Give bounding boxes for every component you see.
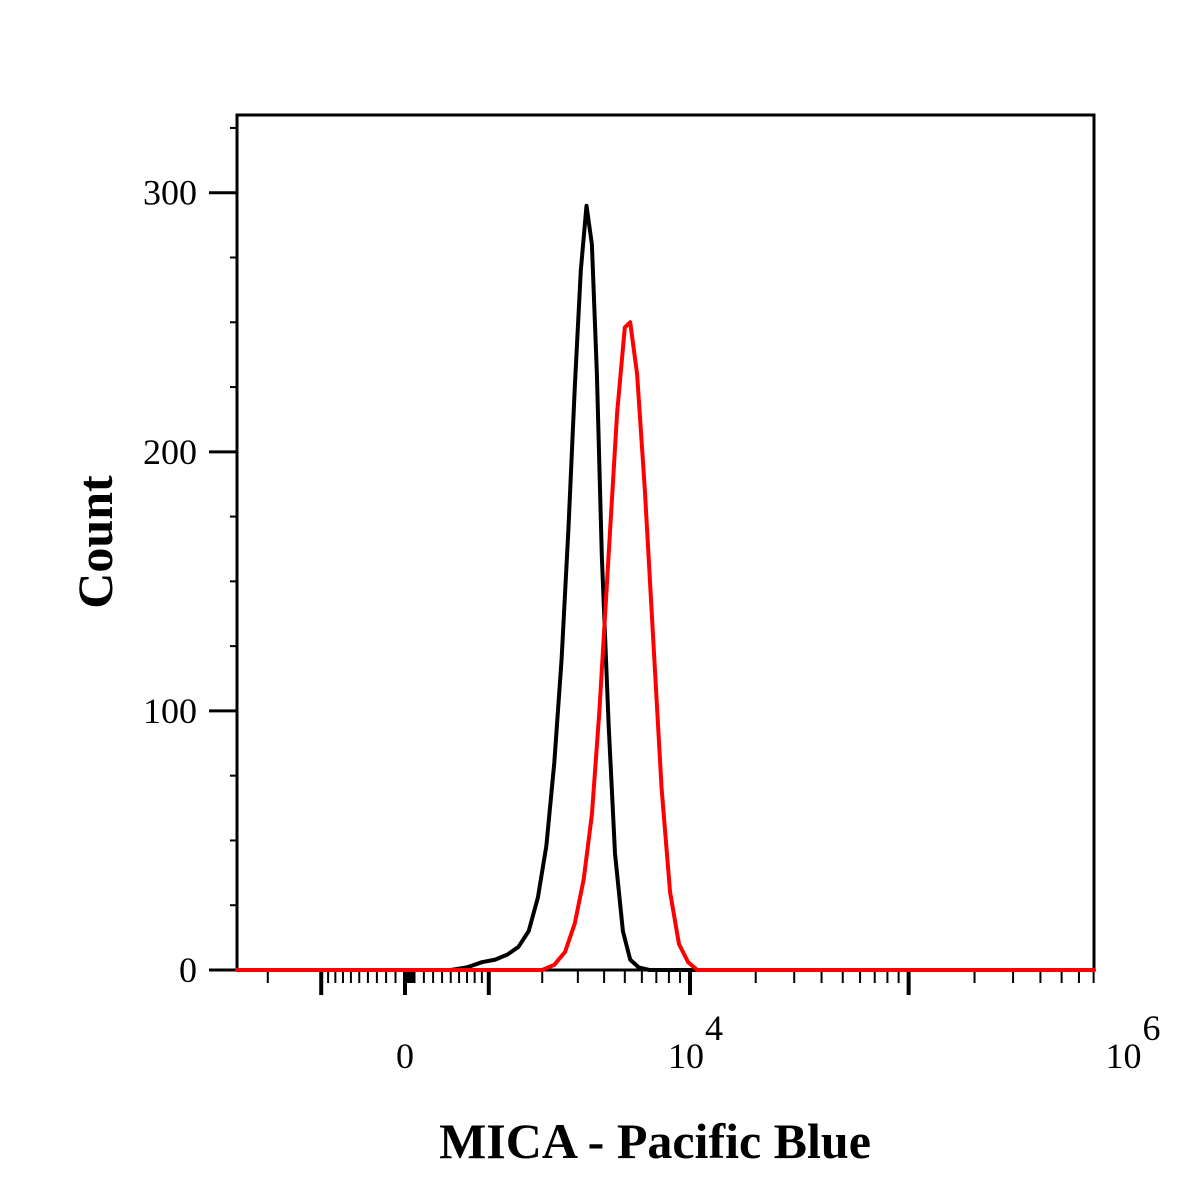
x-tick-exponent: 4	[705, 1008, 723, 1048]
y-axis-title: Count	[67, 475, 123, 609]
x-tick-label: 0	[396, 1036, 414, 1076]
x-tick-label: 10	[1106, 1036, 1142, 1076]
x-major-ticks	[319, 970, 911, 995]
x-tick-label: 10	[668, 1036, 704, 1076]
y-major-ticks	[209, 191, 237, 972]
y-tick-label: 0	[179, 950, 197, 990]
series-layer	[235, 203, 1096, 972]
histogram-curve-2	[235, 320, 1096, 972]
x-axis-title: MICA - Pacific Blue	[439, 1113, 871, 1169]
y-tick-label: 200	[143, 432, 197, 472]
y-minor-ticks	[230, 126, 237, 907]
x-tick-exponent: 6	[1143, 1008, 1161, 1048]
y-tick-label: 100	[143, 691, 197, 731]
histogram-curve-1	[235, 203, 1096, 972]
x-minor-ticks	[266, 970, 1095, 983]
y-tick-label: 300	[143, 173, 197, 213]
y-tick-labels: 0 100 200 300	[143, 173, 197, 990]
